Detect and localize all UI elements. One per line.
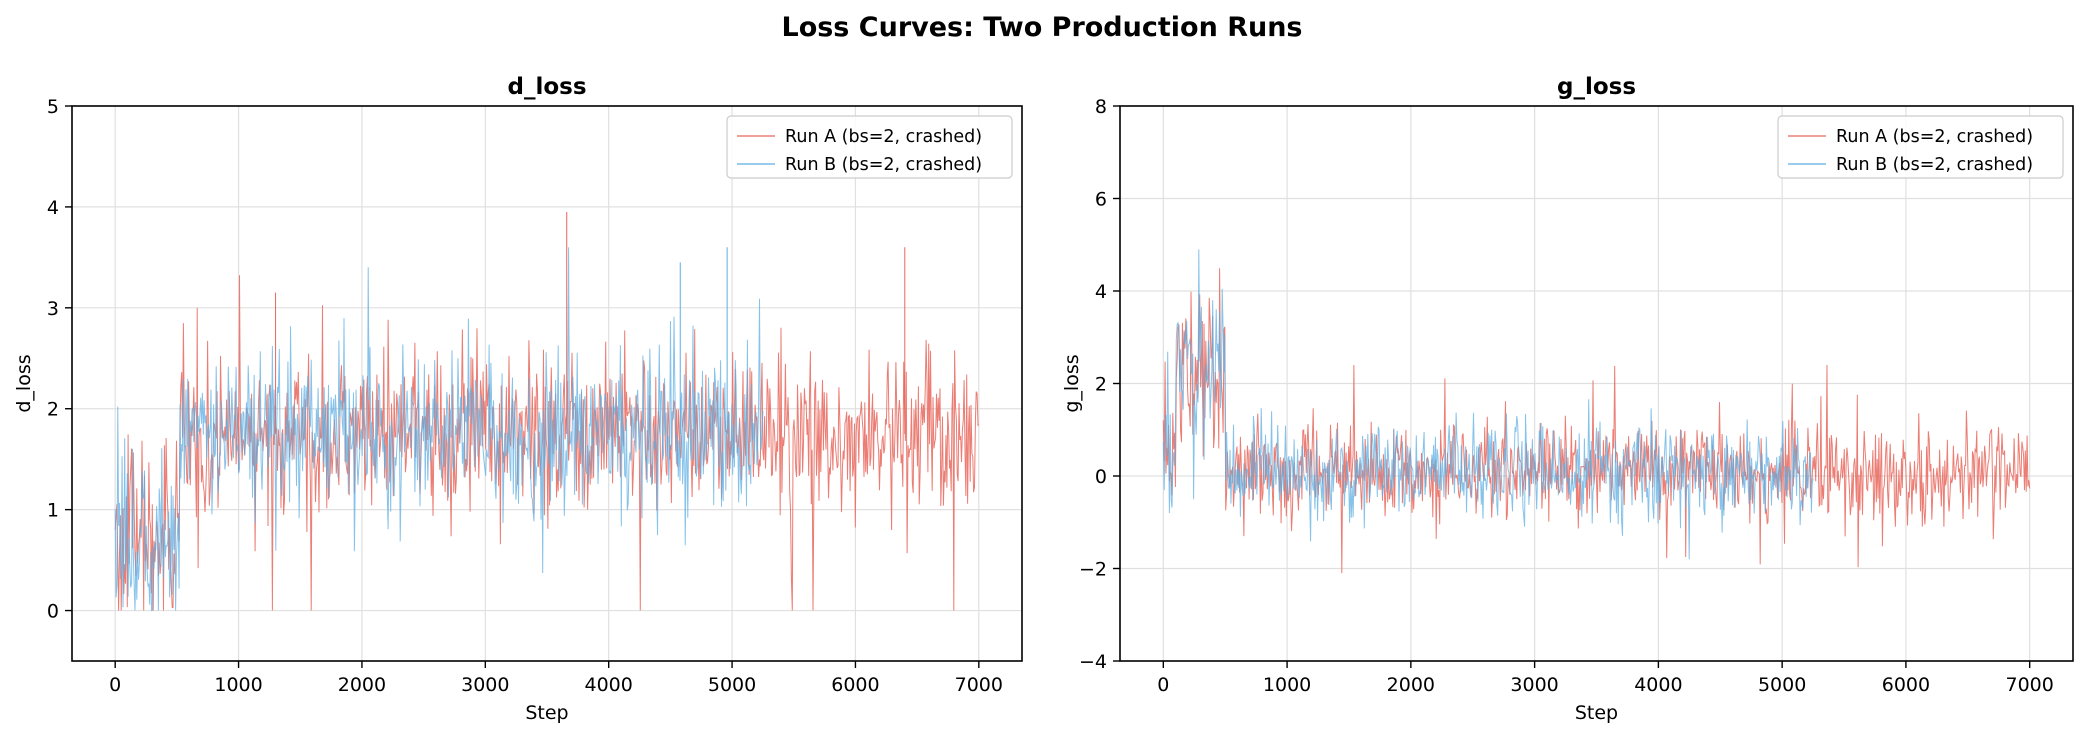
x-tick-label: 3000 [461, 674, 509, 696]
y-axis-label: g_loss [1061, 354, 1083, 412]
y-tick-label: 6 [1095, 189, 1107, 211]
x-tick-label: 5000 [708, 674, 756, 696]
g-loss-panel: 0 1000 2000 3000 4000 5000 6000 7000 −4 −2 0 2 4 6 8 g_… [1061, 74, 2074, 724]
panel-title: d_loss [507, 74, 586, 100]
y-tick-label: 4 [47, 197, 59, 219]
legend-label: Run B (bs=2, crashed) [785, 155, 982, 175]
y-tick-label: −2 [1079, 559, 1107, 581]
legend-label: Run A (bs=2, crashed) [1836, 127, 2033, 147]
x-axis-label: Step [525, 702, 568, 724]
y-tick-label: 1 [47, 500, 59, 522]
series-line-run-b [114, 247, 764, 611]
x-tick-label: 7000 [2006, 674, 2054, 696]
y-axis-label: d_loss [13, 354, 35, 412]
y-tick-label: 3 [47, 298, 59, 320]
y-tick-label: 2 [47, 399, 59, 421]
x-tick-label: 4000 [1634, 674, 1682, 696]
y-tick-label: −4 [1079, 651, 1107, 673]
y-tick-label: 2 [1095, 374, 1107, 396]
legend-box [1777, 115, 2064, 179]
x-tick-label: 6000 [831, 674, 879, 696]
series-line-run-a [114, 275, 980, 611]
legend-label: Run A (bs=2, crashed) [785, 127, 982, 147]
x-tick-label: 1000 [1263, 674, 1311, 696]
x-tick-label: 2000 [338, 674, 386, 696]
x-tick-label: 3000 [1510, 674, 1558, 696]
x-tick-label: 6000 [1882, 674, 1930, 696]
x-tick-label: 0 [109, 674, 121, 696]
x-tick-label: 5000 [1758, 674, 1806, 696]
plot-frame [71, 105, 1023, 662]
panel-title: g_loss [1557, 74, 1636, 100]
y-tick-label: 0 [1095, 466, 1107, 488]
legend: Run A (bs=2, crashed) Run B (bs=2, crashe… [1777, 115, 2064, 179]
series-line-run-b [1162, 249, 1814, 560]
y-tick-label: 0 [47, 601, 59, 623]
x-axis-label: Step [1575, 702, 1618, 724]
x-tick-label: 1000 [214, 674, 262, 696]
legend: Run A (bs=2, crashed) Run B (bs=2, crashe… [726, 115, 1013, 179]
figure-title: Loss Curves: Two Production Runs [781, 12, 1302, 43]
legend-box [726, 115, 1013, 179]
series-line-run-a [1162, 268, 2031, 574]
x-tick-label: 7000 [955, 674, 1003, 696]
y-tick-label: 5 [47, 96, 59, 118]
legend-label: Run B (bs=2, crashed) [1836, 155, 2033, 175]
y-tick-label: 8 [1095, 96, 1107, 118]
d-loss-panel: 0 1000 2000 3000 4000 5000 6000 7000 0 1 2 3 4 5 d_los… [13, 74, 1023, 724]
y-tick-label: 4 [1095, 281, 1107, 303]
x-tick-label: 2000 [1387, 674, 1435, 696]
x-tick-label: 4000 [585, 674, 633, 696]
x-tick-label: 0 [1157, 674, 1169, 696]
